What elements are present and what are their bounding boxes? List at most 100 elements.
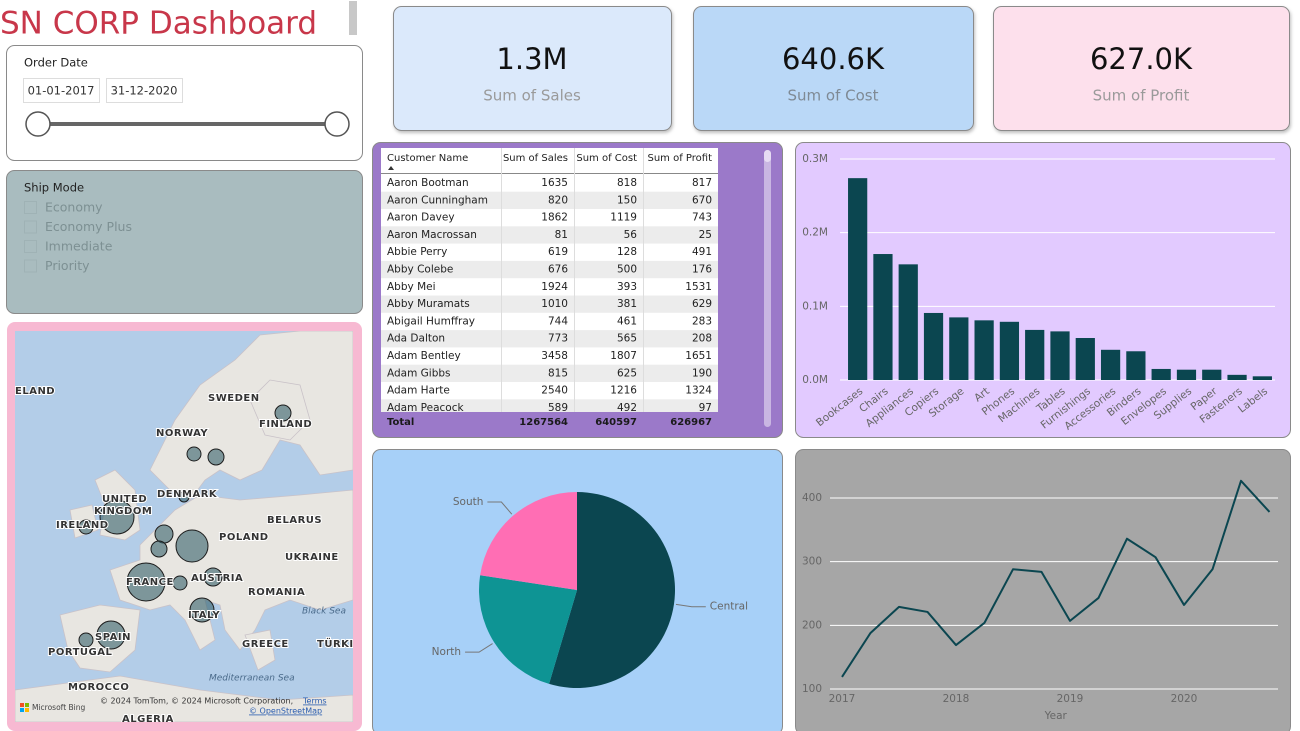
table-scroll-thumb[interactable] <box>764 150 771 162</box>
map-bubble[interactable] <box>150 540 168 558</box>
column-header[interactable]: Sum of Sales <box>503 153 568 164</box>
bar[interactable] <box>1227 374 1247 380</box>
table-cell: 1635 <box>541 177 568 189</box>
sea-label: Mediterranean Sea <box>209 674 295 684</box>
table-cell: 565 <box>617 333 637 345</box>
attribution-link[interactable]: Terms <box>302 697 327 706</box>
table-cell: 1862 <box>541 212 568 224</box>
table-cell: 56 <box>624 229 638 241</box>
table-total: 626967 <box>670 417 712 428</box>
table-cell: 1119 <box>610 212 637 224</box>
map: ELAND SWEDEN FINLAND NORWAY UNITED KINGD… <box>15 331 353 722</box>
ship-mode-option[interactable]: Economy Plus <box>45 219 132 234</box>
x-tick-label: 2017 <box>829 693 856 705</box>
map-bubble[interactable] <box>154 524 174 544</box>
table-cell: 208 <box>692 333 712 345</box>
bar[interactable] <box>1151 368 1171 380</box>
map-bubble[interactable] <box>172 575 188 591</box>
kpi-label: Sum of Sales <box>483 87 581 105</box>
bar[interactable] <box>949 317 969 380</box>
y-tick-label: 0.2M <box>802 227 828 239</box>
map-bubble[interactable] <box>78 519 94 535</box>
row-stripe <box>381 295 718 313</box>
checkbox[interactable] <box>24 201 37 214</box>
bar[interactable] <box>1025 329 1045 380</box>
ship-mode-option[interactable]: Priority <box>45 258 90 273</box>
map-bubble[interactable] <box>203 567 223 587</box>
x-tick-label: 2019 <box>1057 693 1084 705</box>
map-label: UNITED <box>102 494 147 505</box>
map-bubble[interactable] <box>274 404 292 422</box>
date-input[interactable] <box>106 78 183 103</box>
bar[interactable] <box>1050 331 1070 380</box>
bar[interactable] <box>848 178 868 380</box>
checkbox[interactable] <box>24 220 37 234</box>
bar[interactable] <box>1100 349 1121 380</box>
customer-name: Abby Mei <box>387 281 436 293</box>
slider-handle[interactable] <box>324 111 350 137</box>
ship-mode-option[interactable]: Immediate <box>45 239 113 254</box>
map-label: PORTUGAL <box>48 647 112 658</box>
bar[interactable] <box>999 321 1020 380</box>
ship-mode-option[interactable]: Economy <box>45 200 103 215</box>
map-bubble[interactable] <box>99 499 135 535</box>
pie-slice[interactable] <box>480 492 577 590</box>
scrollbar[interactable] <box>349 1 357 35</box>
kpi-label: Sum of Profit <box>1093 87 1190 105</box>
slider-handle[interactable] <box>25 111 51 137</box>
map-label: ITALY <box>188 610 220 621</box>
attribution-link[interactable]: © OpenStreetMap <box>249 707 322 716</box>
map-bubble[interactable] <box>96 620 126 650</box>
map-bubble[interactable] <box>207 448 225 466</box>
map-bubble[interactable] <box>178 491 190 503</box>
table-cell: 817 <box>692 177 712 189</box>
date-input[interactable] <box>23 78 100 103</box>
map-bubble[interactable] <box>78 632 94 648</box>
leader-line <box>675 603 706 608</box>
charts: 0.0M0.1M0.2M0.3MBookcasesChairsAppliance… <box>432 153 1278 722</box>
table-scrollbar[interactable] <box>764 150 771 427</box>
date-end: 31-12-2020 <box>111 84 178 98</box>
y-tick-label: 400 <box>802 492 822 504</box>
column-header[interactable]: Customer Name <box>387 153 468 164</box>
bar[interactable] <box>1176 369 1197 380</box>
bar[interactable] <box>898 264 918 380</box>
table-cell: 1924 <box>541 281 568 293</box>
column-header[interactable]: Sum of Cost <box>576 153 637 164</box>
bar[interactable] <box>1126 351 1146 380</box>
leader-line <box>465 643 493 653</box>
bar[interactable] <box>1202 369 1222 380</box>
bar[interactable] <box>873 254 893 380</box>
pie-slice[interactable] <box>478 575 577 684</box>
table-cell: 670 <box>692 194 712 206</box>
checkbox[interactable] <box>24 259 37 273</box>
map-label: UKRAINE <box>285 552 339 563</box>
map-bubble[interactable] <box>189 597 215 623</box>
pie-slice[interactable] <box>549 492 675 688</box>
bar[interactable] <box>1075 338 1095 380</box>
map-bubble[interactable] <box>186 446 202 462</box>
map-label: ELAND <box>15 386 55 397</box>
slicer-title: Ship Mode <box>24 181 84 195</box>
map-bubble[interactable] <box>126 562 166 602</box>
checkbox[interactable] <box>24 240 37 253</box>
leader-line <box>487 501 513 515</box>
pie-label: Central <box>710 601 748 613</box>
map-label: DENMARK <box>157 489 218 500</box>
column-header[interactable]: Sum of Profit <box>647 153 712 164</box>
bar[interactable] <box>923 312 944 380</box>
bar[interactable] <box>974 320 994 380</box>
bar[interactable] <box>1252 376 1272 380</box>
table-total-row <box>381 412 718 430</box>
table-cell: 128 <box>617 246 637 258</box>
table-cell: 629 <box>692 298 712 310</box>
line-series[interactable] <box>841 479 1271 678</box>
customer-name: Adam Gibbs <box>387 367 451 379</box>
kpi-card <box>693 6 974 131</box>
table-cell: 150 <box>617 194 637 206</box>
customer-name: Adam Harte <box>387 385 450 397</box>
bing-logo <box>25 708 29 712</box>
bar-panel <box>795 142 1291 438</box>
map-bubble[interactable] <box>175 529 209 563</box>
row-stripe <box>381 226 718 244</box>
